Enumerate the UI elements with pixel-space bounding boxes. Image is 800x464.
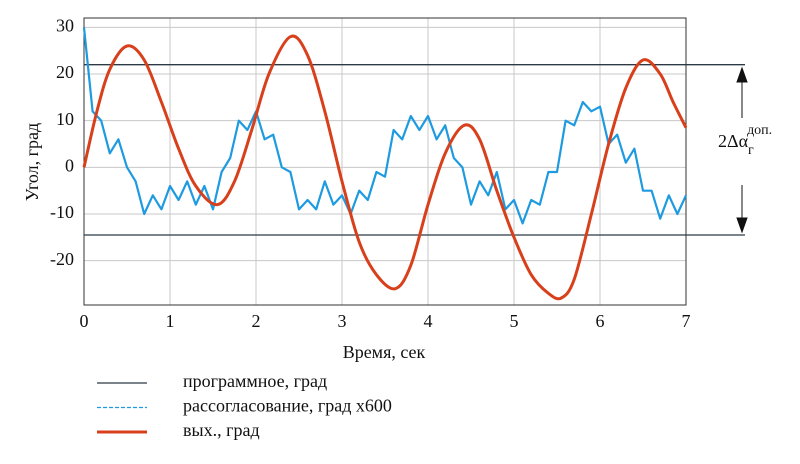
annotation: 2Δαг доп. <box>718 123 772 158</box>
x-tick-label: 5 <box>510 311 519 331</box>
annotation-sup: доп. <box>747 123 772 138</box>
x-tick-label: 2 <box>252 311 261 331</box>
y-tick-label: -10 <box>50 202 74 222</box>
x-tick-label: 1 <box>166 311 175 331</box>
x-tick-label: 6 <box>596 311 605 331</box>
legend-label: программное, град <box>183 371 327 391</box>
plot-frame <box>83 17 687 306</box>
x-tick-label: 0 <box>80 311 89 331</box>
annotation-sub: г <box>748 143 754 158</box>
arrowhead <box>736 217 748 234</box>
x-axis-label: Время, сек <box>343 342 426 362</box>
legend-label: рассогласование, град x600 <box>183 396 392 416</box>
legend-label: вых., град <box>183 420 260 440</box>
series-line <box>82 34 688 301</box>
y-tick-label: 20 <box>56 62 74 82</box>
y-tick-label: -20 <box>50 249 74 269</box>
arrowhead <box>736 66 748 83</box>
x-tick-label: 7 <box>682 311 691 331</box>
x-tick-label: 3 <box>338 311 347 331</box>
y-tick-label: 10 <box>56 109 74 129</box>
annotation-arrows <box>736 66 748 234</box>
x-tick-label: 4 <box>424 311 433 331</box>
y-axis-label: Угол, град <box>22 123 42 201</box>
series-line <box>82 27 687 225</box>
y-tick-label: 0 <box>65 155 74 175</box>
y-tick-label: 30 <box>56 15 74 35</box>
annotation-text: 2Δα <box>718 131 749 151</box>
